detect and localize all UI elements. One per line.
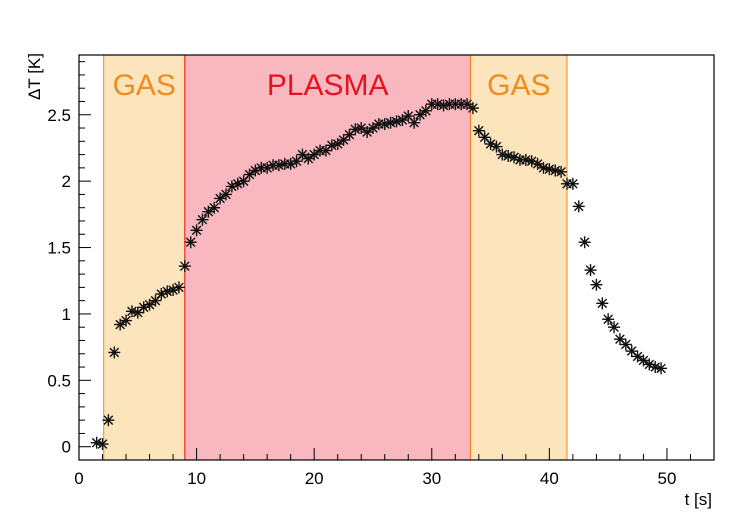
data-point — [214, 192, 227, 205]
data-point — [125, 305, 138, 318]
region-label-2: GAS — [487, 69, 550, 102]
x-axis-title: t [s] — [685, 490, 712, 509]
data-point — [161, 285, 174, 298]
data-point — [108, 346, 121, 359]
data-points — [90, 98, 668, 451]
region-label-0: GAS — [113, 69, 176, 102]
x-tick-label: 30 — [422, 469, 441, 488]
data-point — [608, 321, 621, 334]
y-tick-label: 0.5 — [47, 371, 71, 390]
data-point — [537, 161, 550, 174]
region-labels: GAS PLASMA GAS — [113, 69, 551, 102]
data-point — [243, 168, 256, 181]
data-point — [578, 236, 591, 249]
data-point — [208, 201, 221, 214]
x-tick-label: 10 — [187, 469, 206, 488]
data-point — [602, 313, 615, 326]
y-tick-label: 1.5 — [47, 239, 71, 258]
data-point — [96, 438, 109, 451]
region-plasma-1 — [184, 54, 472, 461]
region-gas-0 — [103, 54, 186, 461]
data-point — [249, 164, 262, 177]
data-point — [120, 314, 133, 327]
data-point — [390, 115, 403, 128]
data-point — [590, 278, 603, 291]
y-tick-label: 0 — [62, 438, 71, 457]
x-tick-label: 20 — [305, 469, 324, 488]
y-axis-ticks: 0 0.5 1 1.5 2 2.5 — [47, 61, 91, 461]
data-point — [196, 213, 209, 226]
y-axis-title: ΔT [K] — [25, 53, 44, 100]
y-tick-label: 2.5 — [47, 106, 71, 125]
data-point — [219, 188, 232, 201]
data-point — [190, 224, 203, 237]
y-tick-label: 2 — [62, 172, 71, 191]
data-point — [178, 260, 191, 273]
data-point — [566, 177, 579, 190]
data-point — [408, 116, 421, 129]
data-point — [496, 148, 509, 161]
data-point — [143, 298, 156, 311]
data-point — [466, 102, 479, 115]
regions — [103, 54, 568, 461]
data-point — [184, 236, 197, 249]
x-tick-label: 40 — [540, 469, 559, 488]
y-tick-label: 1 — [62, 305, 71, 324]
data-point — [102, 414, 115, 427]
region-gas-2 — [470, 54, 568, 461]
data-point — [172, 281, 185, 294]
data-point — [472, 124, 485, 137]
data-point — [461, 98, 474, 111]
data-point — [490, 140, 503, 153]
x-tick-label: 50 — [658, 469, 677, 488]
data-point — [555, 165, 568, 178]
plot-frame — [78, 54, 715, 461]
data-point — [596, 297, 609, 310]
data-point — [649, 361, 662, 374]
x-tick-label: 0 — [74, 469, 83, 488]
data-point — [584, 264, 597, 277]
data-point — [655, 362, 668, 375]
region-label-1: PLASMA — [267, 69, 389, 102]
x-axis-ticks: 0 10 20 30 40 50 — [74, 448, 715, 488]
data-point — [572, 200, 585, 213]
